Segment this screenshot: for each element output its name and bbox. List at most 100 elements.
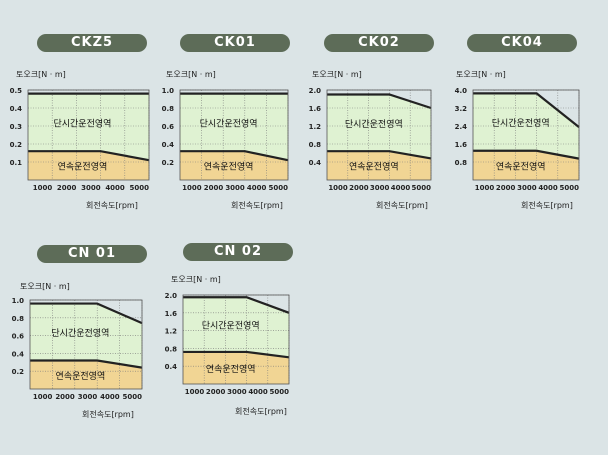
chart-title: CKZ5 — [37, 34, 147, 52]
x-tick-label: 2000 — [206, 388, 226, 396]
chart-title: CN 02 — [183, 243, 293, 261]
intermittent-limit-line — [327, 93, 432, 110]
x-tick-label: 4000 — [247, 184, 267, 192]
continuous-limit-line — [28, 150, 150, 162]
x-tick-label: 3000 — [370, 184, 390, 192]
torque-speed-chart-cn02: 0.4 0.8 1.2 1.6 2.0 1000 2000 3000 4000 5000 단시간운전… — [165, 292, 290, 396]
torque-speed-chart-ck04: 0.8 1.6 2.4 3.2 4.0 1000 2000 3000 4000 5000 단시간운전… — [455, 87, 580, 192]
x-tick-label: 4000 — [105, 184, 125, 192]
y-axis-label: 토오크[N · m] — [16, 70, 66, 79]
continuous-zone-label: 연속운전영역 — [58, 162, 108, 173]
continuous-limit-line — [183, 350, 290, 359]
plot-frame — [179, 89, 289, 181]
plot-frame — [29, 299, 143, 390]
torque-speed-chart-ck02: 0.4 0.8 1.2 1.6 2.0 1000 2000 3000 4000 5000 단시간운전… — [309, 87, 432, 192]
intermittent-zone-label: 단시간운전영역 — [200, 118, 258, 129]
y-tick-label: 0.4 — [10, 105, 23, 113]
chart-title: CK01 — [180, 34, 290, 52]
continuous-limit-line — [180, 150, 289, 162]
y-tick-label: 0.4 — [12, 350, 25, 358]
x-tick-label: 1000 — [182, 184, 202, 192]
y-tick-label: 0.2 — [162, 159, 175, 167]
y-tick-label: 3.2 — [455, 105, 468, 113]
x-tick-label: 1000 — [475, 184, 495, 192]
x-tick-label: 2000 — [55, 393, 75, 401]
y-tick-label: 0.6 — [162, 123, 175, 131]
x-axis-label: 회전속도[rpm] — [376, 201, 428, 210]
intermittent-limit-line — [183, 296, 290, 314]
y-tick-label: 1.2 — [309, 123, 322, 131]
y-tick-label: 1.6 — [455, 141, 468, 149]
x-axis-label: 회전속도[rpm] — [235, 407, 287, 416]
chart-title: CK04 — [467, 34, 577, 52]
continuous-zone-label: 연속운전영역 — [206, 364, 256, 375]
intermittent-zone-label: 단시간운전영역 — [51, 328, 109, 339]
y-tick-label: 0.2 — [10, 141, 23, 149]
y-tick-label: 0.4 — [309, 159, 322, 167]
x-tick-label: 3000 — [78, 393, 98, 401]
continuous-limit-line — [327, 150, 432, 160]
y-tick-label: 1.2 — [165, 328, 178, 336]
plot-frame — [182, 294, 290, 385]
intermittent-zone-label: 단시간운전영역 — [53, 118, 111, 129]
continuous-zone-fill — [180, 151, 288, 180]
continuous-zone-label: 연속운전영역 — [496, 161, 546, 172]
y-tick-label: 1.6 — [309, 105, 322, 113]
chart-title: CK02 — [324, 34, 434, 52]
plot-frame — [472, 89, 580, 181]
y-tick-label: 0.1 — [10, 159, 23, 167]
intermittent-zone-label: 단시간운전영역 — [492, 118, 550, 129]
y-tick-label: 0.8 — [455, 159, 468, 167]
plot-frame — [326, 89, 432, 181]
x-tick-label: 5000 — [412, 184, 432, 192]
x-tick-label: 3000 — [517, 184, 537, 192]
intermittent-limit-line — [473, 92, 580, 128]
x-tick-label: 3000 — [227, 388, 247, 396]
x-axis-label: 회전속도[rpm] — [521, 201, 573, 210]
x-axis-label: 회전속도[rpm] — [86, 201, 138, 210]
y-axis-label: 토오크[N · m] — [166, 70, 216, 79]
x-tick-label: 2000 — [496, 184, 516, 192]
torque-speed-chart-ckz5: 0.1 0.2 0.3 0.4 0.5 1000 2000 3000 4000 5000 단시간운전… — [10, 87, 150, 192]
y-tick-label: 2.0 — [165, 292, 178, 300]
continuous-zone-label: 연속운전영역 — [56, 371, 106, 382]
y-tick-label: 2.4 — [455, 123, 468, 131]
x-tick-label: 5000 — [130, 184, 150, 192]
y-axis-label: 토오크[N · m] — [20, 282, 70, 291]
intermittent-limit-line — [30, 302, 143, 325]
x-tick-label: 3000 — [225, 184, 245, 192]
y-tick-label: 0.6 — [12, 333, 25, 341]
torque-speed-chart-ck01: 0.2 0.4 0.6 0.8 1.0 1000 2000 3000 4000 5000 단시간운전… — [162, 87, 289, 192]
x-tick-label: 4000 — [391, 184, 411, 192]
continuous-limit-line — [30, 359, 143, 369]
y-tick-label: 0.4 — [165, 363, 178, 371]
x-axis-label: 회전속도[rpm] — [231, 201, 283, 210]
x-tick-label: 2000 — [57, 184, 77, 192]
continuous-zone-fill — [28, 151, 149, 180]
y-tick-label: 0.4 — [162, 141, 175, 149]
y-axis-label: 토오크[N · m] — [171, 275, 221, 284]
torque-speed-chart-cn01: 0.2 0.4 0.6 0.8 1.0 1000 2000 3000 4000 5000 단시간운전… — [12, 297, 143, 401]
x-tick-label: 5000 — [270, 388, 290, 396]
continuous-zone-label: 연속운전영역 — [204, 162, 254, 173]
y-axis-label: 토오크[N · m] — [456, 70, 506, 79]
continuous-zone-label: 연속운전영역 — [349, 162, 399, 173]
y-tick-label: 1.0 — [12, 297, 25, 305]
x-tick-label: 1000 — [33, 393, 53, 401]
y-tick-label: 0.8 — [162, 105, 175, 113]
continuous-zone-fill — [30, 360, 142, 389]
continuous-limit-line — [473, 149, 580, 160]
x-tick-label: 4000 — [538, 184, 558, 192]
y-tick-label: 1.6 — [165, 310, 178, 318]
x-axis-label: 회전속도[rpm] — [82, 410, 134, 419]
plot-frame — [27, 89, 150, 181]
x-tick-label: 5000 — [269, 184, 289, 192]
continuous-zone-fill — [327, 151, 431, 180]
x-tick-label: 2000 — [204, 184, 224, 192]
x-tick-label: 5000 — [123, 393, 143, 401]
y-tick-label: 4.0 — [455, 87, 468, 95]
x-tick-label: 4000 — [100, 393, 120, 401]
chart-title: CN 01 — [37, 245, 147, 263]
y-tick-label: 0.8 — [309, 141, 322, 149]
y-tick-label: 0.8 — [12, 315, 25, 323]
